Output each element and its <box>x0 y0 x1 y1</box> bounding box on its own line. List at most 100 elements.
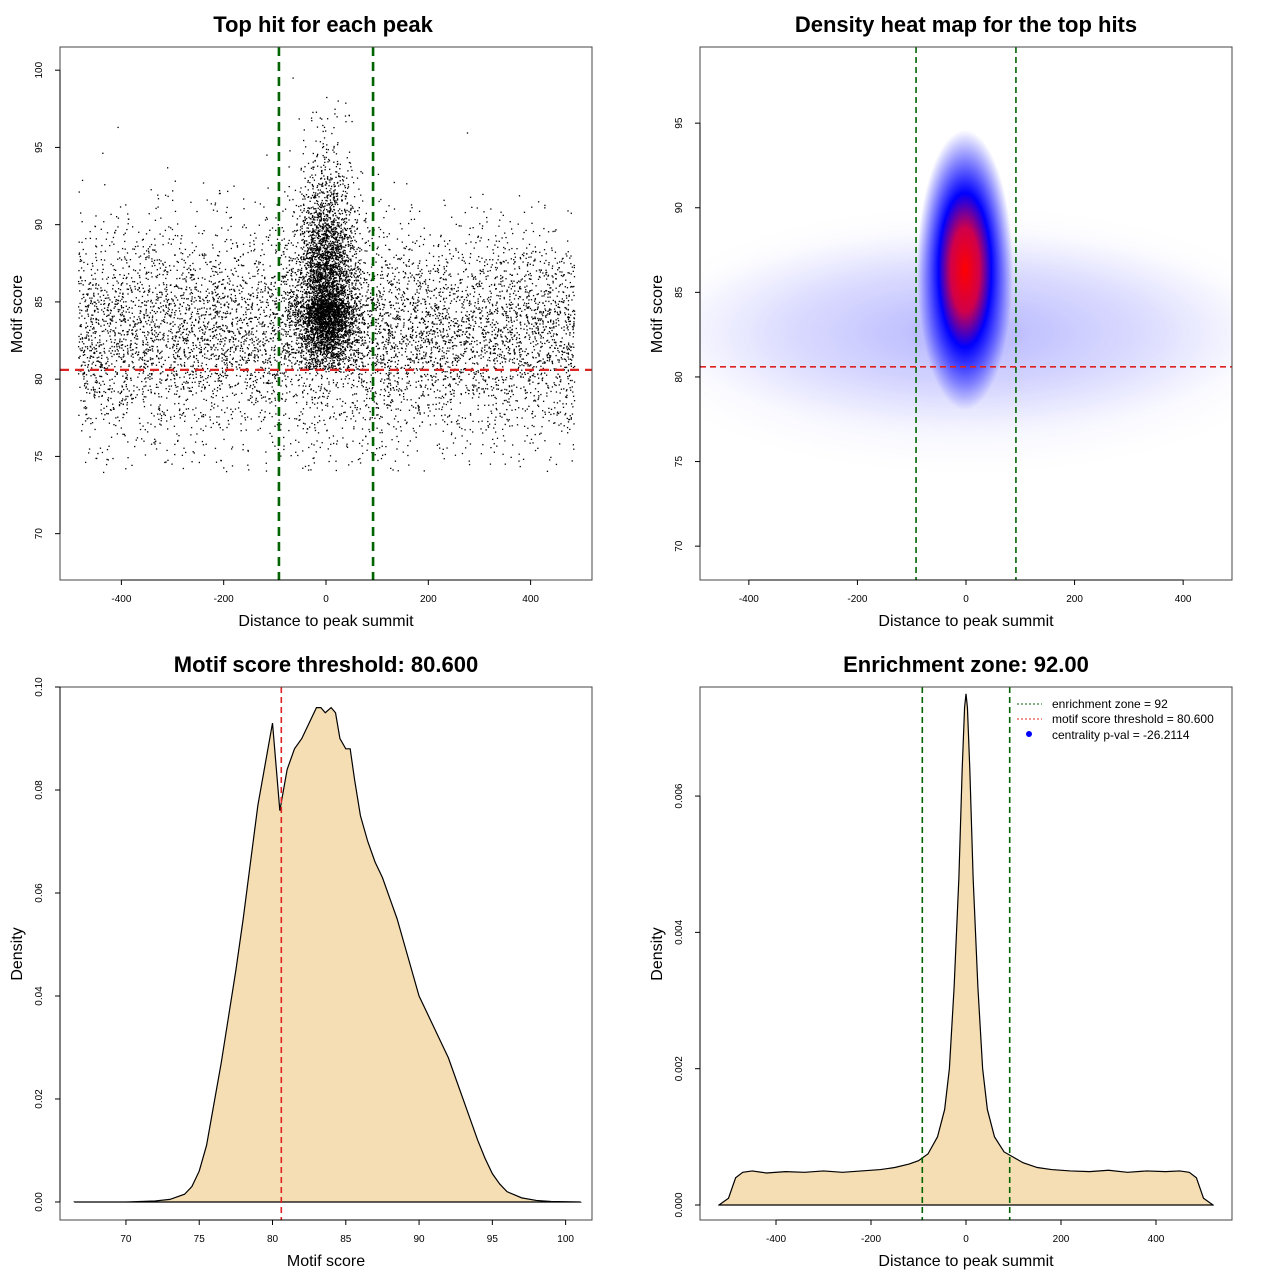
scatter-point <box>376 286 378 288</box>
scatter-point <box>500 263 502 265</box>
scatter-point <box>111 318 113 320</box>
scatter-point <box>285 333 287 335</box>
scatter-point <box>417 296 420 299</box>
scatter-point <box>255 397 257 400</box>
scatter-point <box>235 270 237 273</box>
scatter-point <box>483 367 485 369</box>
scatter-point <box>356 360 358 362</box>
scatter-point <box>213 300 215 302</box>
scatter-point <box>232 284 234 286</box>
scatter-point <box>388 369 390 372</box>
scatter-point <box>338 368 340 370</box>
scatter-point <box>379 372 382 375</box>
scatter-point <box>503 246 505 249</box>
scatter-point <box>435 380 437 382</box>
scatter-point <box>547 275 549 277</box>
scatter-point <box>424 303 427 305</box>
scatter-point <box>211 318 213 320</box>
scatter-point <box>292 271 294 273</box>
scatter-point <box>309 368 312 370</box>
scatter-point <box>400 329 402 332</box>
scatter-point <box>177 440 179 442</box>
scatter-point <box>449 291 451 294</box>
scatter-point <box>103 302 106 305</box>
scatter-point <box>335 371 338 373</box>
scatter-point <box>429 424 432 426</box>
scatter-point <box>516 416 518 419</box>
scatter-point <box>213 388 216 390</box>
scatter-point <box>319 446 321 449</box>
scatter-point <box>308 385 311 387</box>
scatter-point <box>552 323 554 325</box>
scatter-point <box>170 416 172 418</box>
scatter-point <box>105 362 108 364</box>
scatter-point <box>544 293 546 295</box>
scatter-point <box>531 323 533 325</box>
scatter-point <box>132 397 134 400</box>
scatter-point <box>388 391 390 394</box>
scatter-point <box>524 440 526 442</box>
scatter-point <box>165 306 167 308</box>
scatter-point <box>317 299 319 301</box>
scatter-point <box>457 295 459 298</box>
scatter-point <box>538 269 541 271</box>
scatter-point <box>98 396 100 398</box>
scatter-point <box>172 321 174 323</box>
scatter-point <box>530 278 532 280</box>
scatter-point <box>225 359 227 362</box>
scatter-point <box>199 330 201 332</box>
scatter-point <box>485 317 487 320</box>
scatter-point <box>120 307 123 309</box>
scatter-point <box>377 406 379 409</box>
scatter-point <box>523 252 525 254</box>
scatter-point <box>426 388 429 390</box>
scatter-point <box>100 384 102 386</box>
scatter-point <box>492 387 495 389</box>
scatter-point <box>471 273 473 275</box>
scatter-point <box>341 268 343 271</box>
scatter-point <box>381 416 383 418</box>
scatter-point <box>358 369 360 371</box>
scatter-point <box>200 376 202 379</box>
scatter-point <box>114 339 116 341</box>
scatter-point <box>231 358 234 360</box>
scatter-point <box>553 382 555 384</box>
scatter-point <box>255 316 258 318</box>
scatter-point <box>439 288 442 290</box>
scatter-point <box>288 298 290 300</box>
scatter-point <box>210 354 212 357</box>
scatter-point <box>374 395 376 398</box>
scatter-point <box>366 393 368 396</box>
scatter-point <box>482 356 485 358</box>
scatter-point <box>407 343 410 345</box>
scatter-point <box>424 283 427 285</box>
scatter-point <box>127 353 129 355</box>
scatter-point <box>431 338 433 340</box>
scatter-point <box>410 359 412 361</box>
scatter-point <box>367 227 369 229</box>
scatter-point <box>141 358 143 360</box>
scatter-point <box>333 265 335 267</box>
scatter-point <box>369 418 371 421</box>
scatter-point <box>287 356 290 358</box>
scatter-point <box>120 390 123 392</box>
scatter-point <box>154 326 157 328</box>
scatter-point <box>191 381 194 384</box>
scatter-point <box>160 396 163 398</box>
scatter-point <box>427 361 430 364</box>
scatter-point <box>428 270 430 272</box>
scatter-point <box>380 277 382 279</box>
scatter-point <box>401 366 403 369</box>
scatter-point <box>239 333 241 335</box>
scatter-point <box>491 326 493 328</box>
scatter-point <box>280 429 282 431</box>
scatter-point <box>478 387 480 389</box>
scatter-point <box>509 375 512 377</box>
scatter-point <box>416 240 418 242</box>
scatter-point <box>289 305 292 307</box>
scatter-point <box>469 227 471 229</box>
scatter-point <box>569 358 572 360</box>
scatter-point <box>419 281 421 283</box>
scatter-point <box>471 397 474 399</box>
scatter-point <box>91 328 94 330</box>
